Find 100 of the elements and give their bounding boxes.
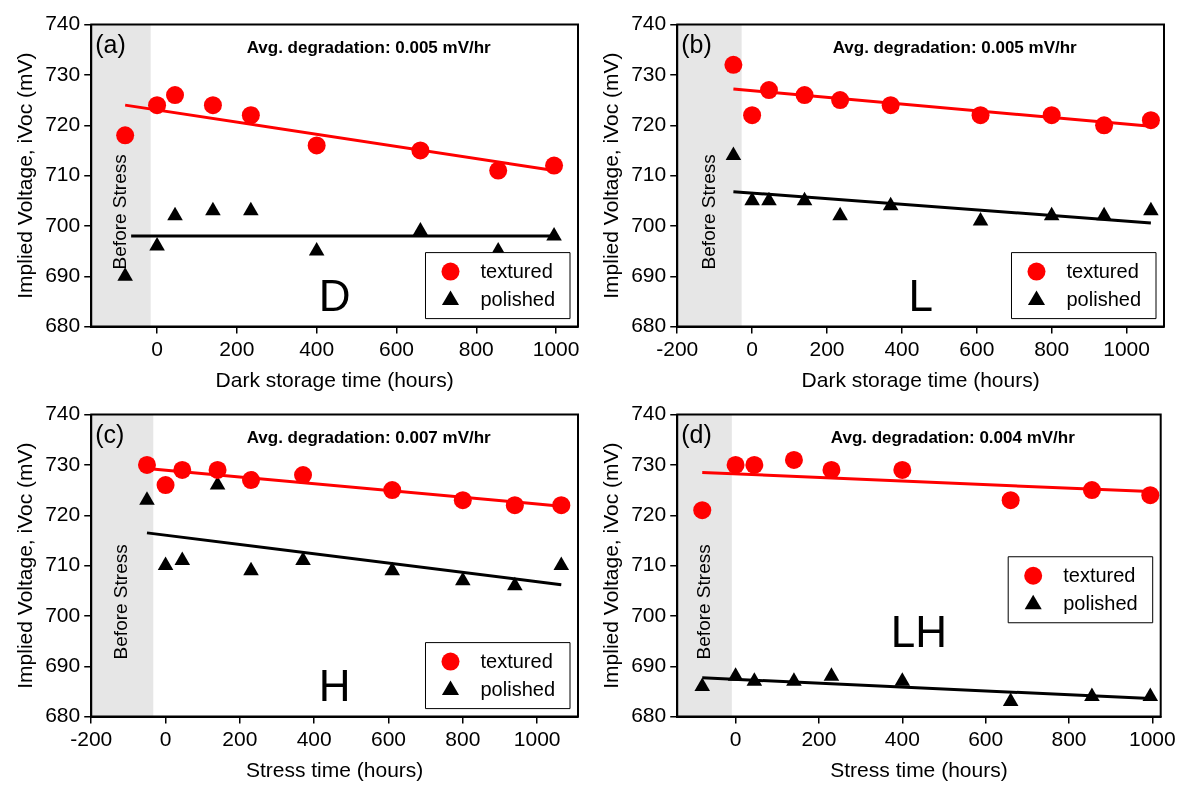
point bbox=[137, 455, 156, 474]
point bbox=[384, 561, 401, 576]
point bbox=[167, 206, 183, 221]
point bbox=[881, 96, 900, 115]
legend-label: polished bbox=[1066, 288, 1142, 311]
point bbox=[173, 460, 192, 479]
y-tick-label: 740 bbox=[631, 401, 667, 425]
y-tick-label: 730 bbox=[631, 61, 667, 85]
y-tick-label: 720 bbox=[631, 502, 667, 526]
point bbox=[116, 126, 135, 145]
x-tick-label: 1000 bbox=[1103, 337, 1150, 360]
point bbox=[1095, 116, 1114, 135]
x-tick-label: 800 bbox=[1034, 337, 1070, 360]
y-tick-label: 710 bbox=[631, 162, 667, 186]
y-tick-label: 690 bbox=[631, 653, 667, 677]
point bbox=[761, 191, 777, 206]
y-tick-label: 730 bbox=[45, 61, 81, 85]
point bbox=[1143, 201, 1159, 216]
point bbox=[156, 476, 175, 495]
point bbox=[893, 460, 912, 479]
point bbox=[694, 677, 711, 691]
point bbox=[383, 481, 402, 500]
x-tick-label: 0 bbox=[151, 337, 163, 360]
point bbox=[882, 196, 899, 211]
x-axis-title: Dark storage time (hours) bbox=[215, 368, 454, 392]
annotation: H bbox=[318, 660, 351, 710]
point bbox=[1043, 206, 1060, 221]
annotation: Avg. degradation: 0.005 mV/hr bbox=[832, 37, 1078, 57]
point bbox=[117, 267, 133, 281]
y-tick-label: 690 bbox=[45, 653, 81, 677]
point bbox=[242, 471, 261, 490]
x-tick-label: 800 bbox=[445, 727, 481, 750]
legend-label: polished bbox=[480, 678, 556, 701]
y-axis-title: Implied Voltage, iVoc (mV) bbox=[13, 52, 37, 299]
x-tick-label: 600 bbox=[968, 727, 1004, 750]
x-tick-label: 600 bbox=[378, 337, 414, 360]
annotation: L bbox=[908, 270, 933, 320]
point bbox=[174, 551, 191, 566]
x-tick-label: -200 bbox=[70, 727, 113, 750]
point bbox=[784, 450, 803, 469]
annotation: D bbox=[318, 270, 351, 320]
annotation: Avg. degradation: 0.004 mV/hr bbox=[830, 427, 1076, 447]
point bbox=[972, 211, 989, 226]
point bbox=[1002, 692, 1019, 706]
legend-label: textured bbox=[480, 260, 553, 283]
point bbox=[139, 491, 155, 505]
x-tick-label: 0 bbox=[729, 727, 742, 750]
y-tick-label: 740 bbox=[45, 401, 81, 425]
x-tick-label: 400 bbox=[296, 727, 332, 750]
annotation: (c) bbox=[95, 419, 125, 448]
point bbox=[453, 491, 472, 510]
y-tick-label: 680 bbox=[631, 703, 667, 727]
point bbox=[411, 141, 430, 160]
point bbox=[759, 81, 778, 100]
x-axis-title: Dark storage time (hours) bbox=[801, 368, 1040, 392]
y-axis-title: Implied Voltage, iVoc (mV) bbox=[599, 52, 623, 299]
legend-label: textured bbox=[1066, 260, 1139, 283]
x-tick-label: 0 bbox=[746, 337, 758, 360]
point bbox=[455, 571, 471, 586]
y-axis-title: Implied Voltage, iVoc (mV) bbox=[599, 442, 623, 689]
point bbox=[1141, 486, 1160, 505]
annotation: (a) bbox=[95, 29, 126, 58]
annotation: (b) bbox=[681, 29, 712, 58]
x-tick-label: 1000 bbox=[532, 337, 580, 360]
point bbox=[1001, 491, 1020, 510]
x-tick-label: 200 bbox=[219, 337, 255, 360]
point bbox=[208, 460, 227, 479]
point bbox=[744, 191, 760, 206]
y-tick-label: 720 bbox=[45, 112, 81, 136]
point bbox=[1141, 111, 1160, 130]
point bbox=[743, 106, 762, 125]
point bbox=[693, 501, 712, 520]
x-tick-label: -200 bbox=[656, 337, 699, 360]
x-tick-label: 400 bbox=[299, 337, 335, 360]
point bbox=[507, 576, 523, 591]
point bbox=[308, 242, 325, 256]
band-label: Before Stress bbox=[692, 544, 714, 660]
x-tick-label: 1000 bbox=[1129, 727, 1176, 750]
band-label: Before Stress bbox=[697, 154, 719, 270]
point bbox=[822, 460, 841, 479]
x-tick-label: 200 bbox=[809, 337, 845, 360]
y-tick-label: 700 bbox=[45, 602, 81, 626]
x-axis-title: Stress time (hours) bbox=[830, 758, 1008, 782]
point bbox=[307, 136, 326, 155]
point bbox=[1082, 481, 1101, 500]
point bbox=[786, 672, 802, 686]
point bbox=[243, 561, 259, 576]
y-tick-label: 730 bbox=[45, 451, 81, 475]
y-tick-label: 720 bbox=[45, 502, 81, 526]
point bbox=[1042, 106, 1061, 125]
point bbox=[1084, 687, 1100, 701]
point bbox=[726, 455, 745, 474]
x-tick-label: 200 bbox=[222, 727, 258, 750]
point bbox=[796, 191, 813, 206]
point bbox=[553, 556, 570, 571]
y-tick-label: 700 bbox=[631, 602, 667, 626]
point bbox=[745, 455, 764, 474]
point bbox=[831, 91, 850, 110]
y-tick-label: 740 bbox=[45, 11, 81, 35]
point bbox=[725, 146, 742, 160]
